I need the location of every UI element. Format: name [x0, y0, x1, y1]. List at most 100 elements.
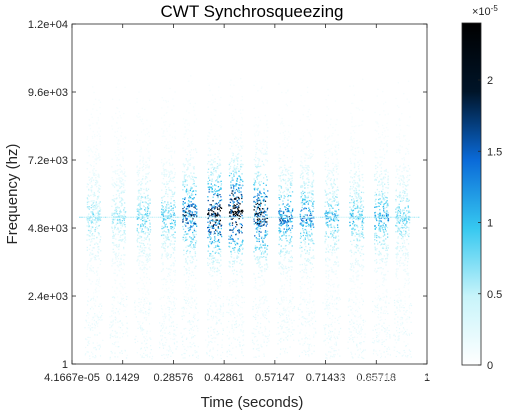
heatmap-cell: [94, 258, 96, 261]
heatmap-cell: [307, 237, 309, 239]
heatmap-cell: [211, 255, 213, 257]
heatmap-cell: [93, 91, 95, 94]
heatmap-cell: [147, 243, 149, 245]
heatmap-cell: [237, 304, 239, 306]
heatmap-cell: [207, 290, 210, 292]
heatmap-cell: [266, 263, 268, 265]
heatmap-cell: [112, 179, 114, 181]
heatmap-cell: [215, 229, 217, 231]
heatmap-cell: [242, 322, 244, 324]
heatmap-cell: [137, 116, 139, 118]
heatmap-cell: [215, 202, 217, 205]
heatmap-cell: [162, 227, 165, 229]
heatmap-cell: [170, 302, 172, 304]
heatmap-cell: [95, 182, 97, 184]
heatmap-cell: [100, 319, 102, 321]
heatmap-cell: [171, 150, 173, 152]
heatmap-cell: [241, 212, 243, 214]
heatmap-cell: [218, 152, 220, 155]
heatmap-cell: [171, 234, 173, 236]
heatmap-cell: [162, 263, 164, 266]
heatmap-cell: [146, 213, 149, 215]
heatmap-cell: [260, 202, 262, 205]
heatmap-cell: [263, 339, 265, 341]
heatmap-cell: [124, 175, 126, 177]
heatmap-cell: [309, 224, 311, 227]
heatmap-cell: [117, 301, 119, 303]
heatmap-cell: [208, 228, 211, 231]
heatmap-cell: [173, 248, 175, 250]
heatmap-cell: [207, 331, 209, 333]
heatmap-cell: [243, 344, 245, 346]
heatmap-cell: [117, 321, 119, 323]
heatmap-cell: [166, 280, 168, 283]
heatmap-cell: [307, 196, 309, 199]
heatmap-cell: [93, 179, 95, 181]
heatmap-cell: [193, 239, 195, 241]
heatmap-cell: [148, 157, 150, 159]
heatmap-cell: [149, 302, 151, 304]
heatmap-cell: [264, 330, 266, 332]
heatmap-cell: [283, 284, 286, 286]
heatmap-cell: [93, 200, 95, 202]
heatmap-cell: [286, 321, 288, 323]
heatmap-cell: [137, 234, 139, 236]
heatmap-cell: [171, 289, 173, 291]
heatmap-cell: [261, 269, 263, 272]
heatmap-cell: [169, 271, 171, 273]
heatmap-cell: [263, 208, 265, 210]
heatmap-cell: [266, 141, 269, 144]
heatmap-cell: [313, 207, 315, 209]
heatmap-cell: [189, 205, 191, 208]
heatmap-cell: [149, 252, 151, 255]
heatmap-cell: [254, 180, 256, 182]
heatmap-cell: [114, 225, 116, 227]
heatmap-cell: [116, 229, 118, 231]
heatmap-cell: [174, 279, 176, 281]
heatmap-cell: [291, 245, 293, 247]
heatmap-cell: [213, 233, 215, 235]
heatmap-cell: [168, 159, 170, 161]
heatmap-cell: [226, 352, 228, 354]
heatmap-cell: [209, 164, 212, 166]
heatmap-cell: [189, 236, 191, 238]
heatmap-cell: [263, 256, 265, 258]
heatmap-cell: [293, 306, 296, 308]
heatmap-cell: [124, 237, 126, 239]
heatmap-cell: [161, 202, 163, 204]
heatmap-cell: [119, 270, 121, 272]
heatmap-cell: [91, 351, 93, 353]
heatmap-cell: [189, 252, 191, 254]
heatmap-cell: [160, 325, 162, 327]
heatmap-cell: [239, 181, 241, 183]
heatmap-cell: [190, 242, 192, 245]
heatmap-cell: [264, 243, 266, 245]
heatmap-cell: [290, 101, 292, 103]
heatmap-cell: [111, 128, 114, 130]
heatmap-cell: [88, 225, 90, 227]
heatmap-cell: [267, 190, 269, 192]
heatmap-cell: [145, 187, 148, 190]
heatmap-cell: [182, 180, 184, 183]
heatmap-cell: [93, 134, 96, 136]
heatmap-cell: [92, 156, 94, 158]
heatmap-cell: [299, 119, 301, 121]
heatmap-cell: [231, 158, 233, 160]
heatmap-cell: [172, 180, 175, 183]
heatmap-cell: [238, 324, 240, 326]
heatmap-cell: [90, 258, 92, 260]
heatmap-cell: [304, 228, 306, 231]
heatmap-cell: [235, 197, 237, 199]
heatmap-cell: [89, 232, 91, 234]
heatmap-cell: [134, 302, 136, 304]
heatmap-cell: [255, 154, 257, 156]
heatmap-cell: [124, 202, 126, 204]
heatmap-cell: [240, 131, 243, 133]
heatmap-cell: [168, 300, 170, 302]
heatmap-cell: [110, 326, 112, 328]
heatmap-cell: [138, 252, 140, 254]
heatmap-cell: [186, 350, 188, 352]
heatmap-cell: [256, 340, 258, 342]
heatmap-cell: [287, 172, 289, 174]
heatmap-cell: [99, 138, 101, 140]
